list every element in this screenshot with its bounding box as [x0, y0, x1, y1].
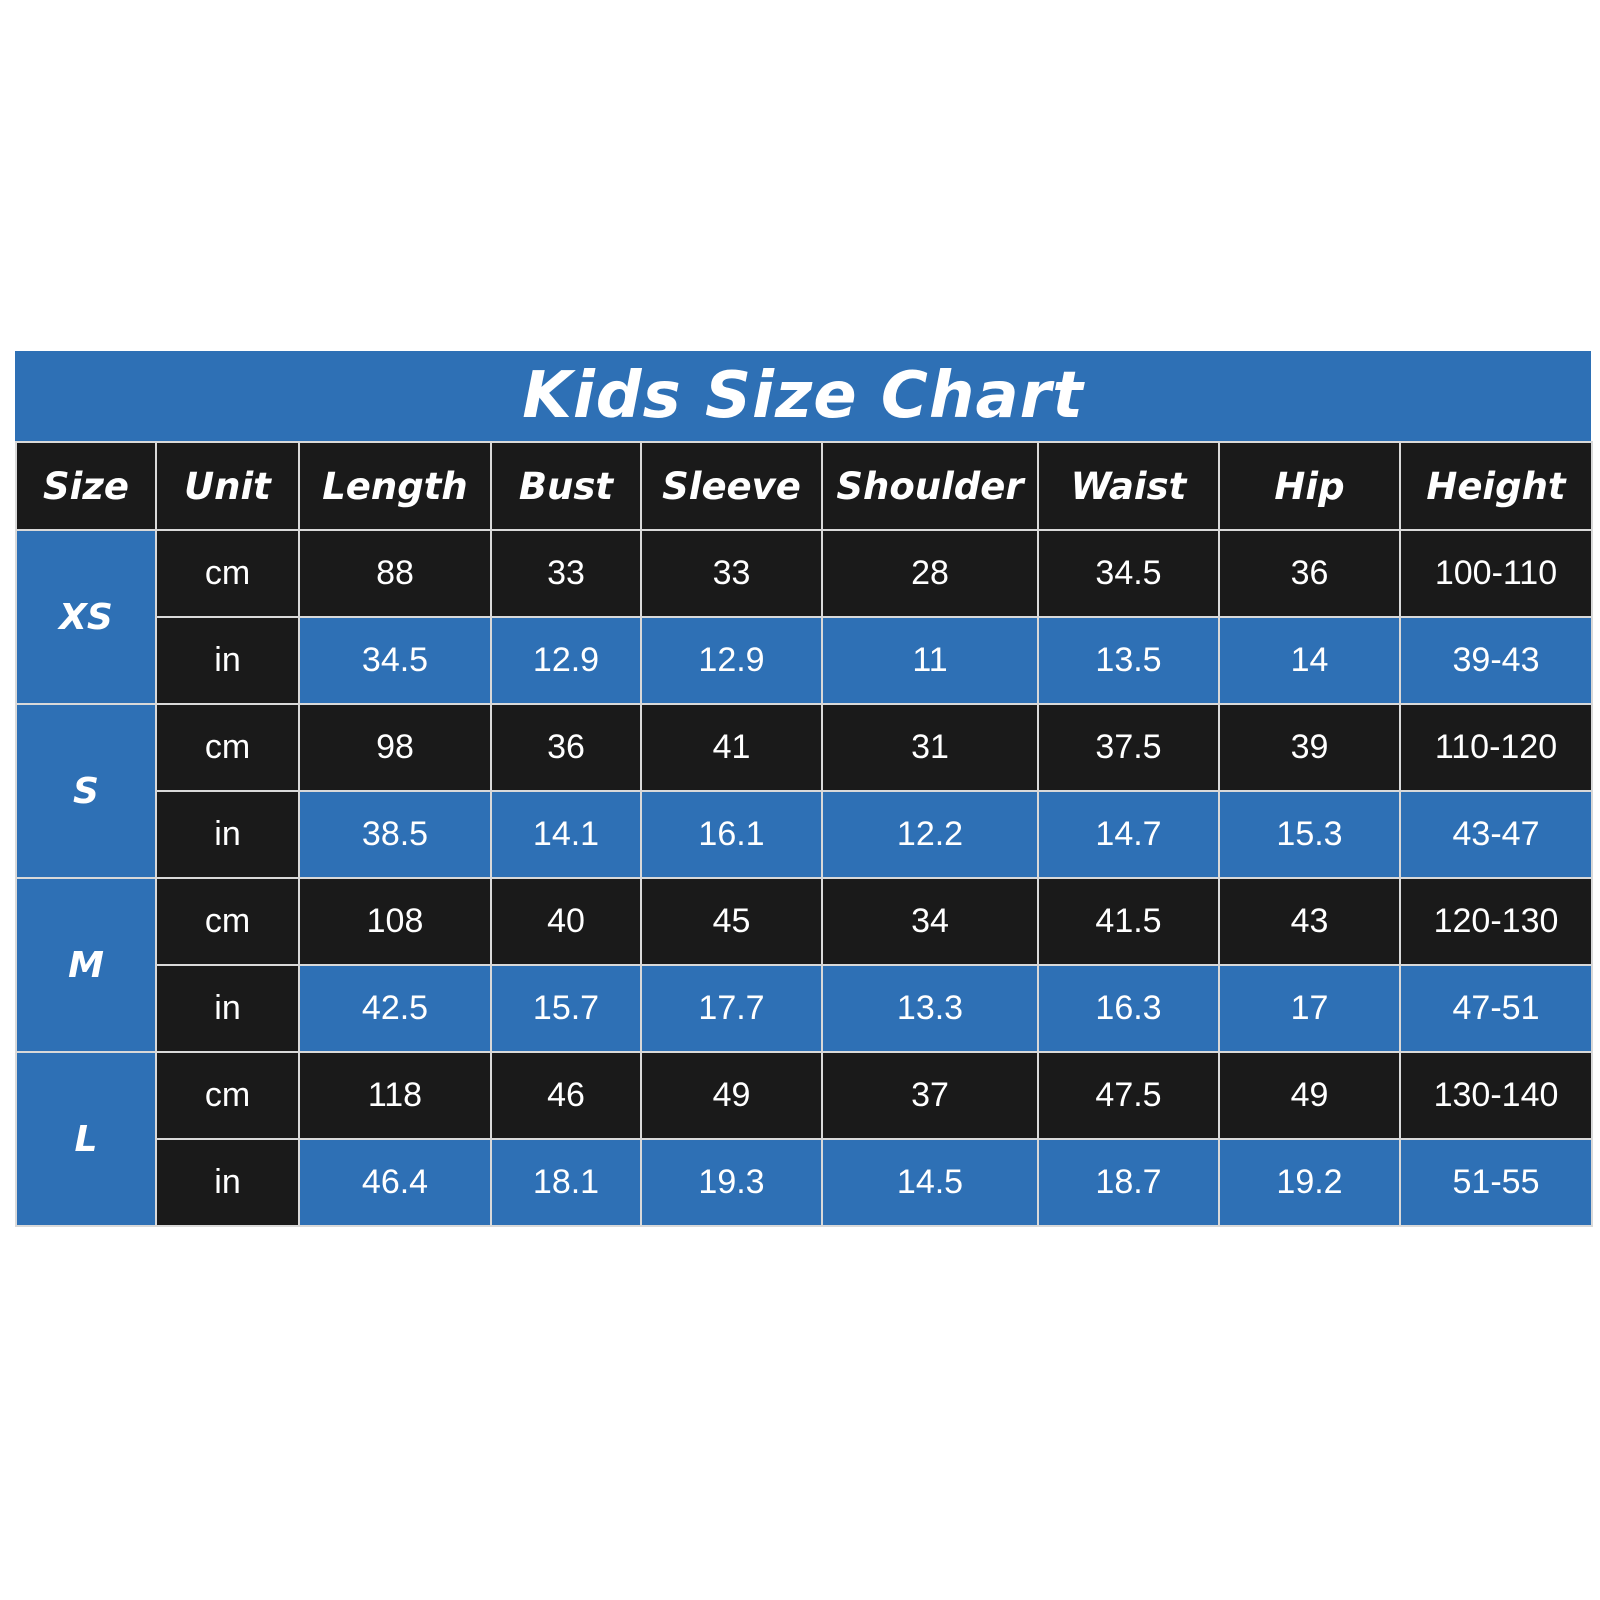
- waist-cell: 13.5: [1037, 616, 1220, 705]
- size-table: Size Unit Length Bust Sleeve Shoulder Wa…: [15, 441, 1593, 1227]
- table-row: in 34.5 12.9 12.9 11 13.5 14 39-43: [16, 616, 1593, 705]
- bust-cell: 40: [490, 877, 642, 966]
- table-row: in 42.5 15.7 17.7 13.3 16.3 17 47-51: [16, 964, 1593, 1053]
- table-row: in 46.4 18.1 19.3 14.5 18.7 19.2 51-55: [16, 1138, 1593, 1227]
- table-row: XS cm 88 33 33 28 34.5 36 100-110: [15, 529, 1593, 705]
- height-cell: 110-120: [1399, 703, 1593, 792]
- hip-cell: 19.2: [1218, 1138, 1401, 1227]
- height-cell: 100-110: [1399, 529, 1593, 618]
- unit-label: in: [155, 1138, 300, 1227]
- size-label: XS: [15, 529, 157, 705]
- sleeve-cell: 12.9: [640, 616, 823, 705]
- unit-label: cm: [155, 1051, 300, 1140]
- shoulder-cell: 13.3: [821, 964, 1039, 1053]
- height-cell: 51-55: [1399, 1138, 1593, 1227]
- length-cell: 88: [298, 529, 492, 618]
- height-cell: 47-51: [1399, 964, 1593, 1053]
- shoulder-cell: 28: [821, 529, 1039, 618]
- bust-cell: 12.9: [490, 616, 642, 705]
- height-cell: 43-47: [1399, 790, 1593, 879]
- shoulder-cell: 12.2: [821, 790, 1039, 879]
- length-cell: 34.5: [298, 616, 492, 705]
- column-header-unit: Unit: [155, 441, 300, 531]
- bust-cell: 46: [490, 1051, 642, 1140]
- waist-cell: 18.7: [1037, 1138, 1220, 1227]
- sleeve-cell: 17.7: [640, 964, 823, 1053]
- waist-cell: 14.7: [1037, 790, 1220, 879]
- height-cell: 130-140: [1399, 1051, 1593, 1140]
- bust-cell: 14.1: [490, 790, 642, 879]
- unit-label: in: [155, 790, 300, 879]
- hip-cell: 15.3: [1218, 790, 1401, 879]
- column-header-sleeve: Sleeve: [640, 441, 823, 531]
- sleeve-cell: 16.1: [640, 790, 823, 879]
- column-header-length: Length: [298, 441, 492, 531]
- waist-cell: 16.3: [1037, 964, 1220, 1053]
- hip-cell: 43: [1218, 877, 1401, 966]
- waist-cell: 47.5: [1037, 1051, 1220, 1140]
- sleeve-cell: 45: [640, 877, 823, 966]
- table-body: XS cm 88 33 33 28 34.5 36 100-110 in 34.…: [15, 529, 1593, 1227]
- unit-label: in: [155, 964, 300, 1053]
- column-header-size: Size: [15, 441, 157, 531]
- table-row: S cm 98 36 41 31 37.5 39 110-120: [15, 703, 1593, 879]
- shoulder-cell: 34: [821, 877, 1039, 966]
- unit-label: cm: [155, 877, 300, 966]
- hip-cell: 14: [1218, 616, 1401, 705]
- table-row: M cm 108 40 45 34 41.5 43 120-130: [15, 877, 1593, 1053]
- sleeve-cell: 49: [640, 1051, 823, 1140]
- size-label: L: [15, 1051, 157, 1227]
- length-cell: 38.5: [298, 790, 492, 879]
- hip-cell: 36: [1218, 529, 1401, 618]
- size-label: S: [15, 703, 157, 879]
- sleeve-cell: 41: [640, 703, 823, 792]
- table-header: Size Unit Length Bust Sleeve Shoulder Wa…: [15, 441, 1593, 531]
- bust-cell: 33: [490, 529, 642, 618]
- chart-title: Kids Size Chart: [15, 351, 1591, 441]
- length-cell: 118: [298, 1051, 492, 1140]
- size-label: M: [15, 877, 157, 1053]
- shoulder-cell: 11: [821, 616, 1039, 705]
- shoulder-cell: 14.5: [821, 1138, 1039, 1227]
- hip-cell: 49: [1218, 1051, 1401, 1140]
- header-row: Size Unit Length Bust Sleeve Shoulder Wa…: [15, 441, 1593, 531]
- bust-cell: 15.7: [490, 964, 642, 1053]
- sleeve-cell: 19.3: [640, 1138, 823, 1227]
- column-header-waist: Waist: [1037, 441, 1220, 531]
- waist-cell: 34.5: [1037, 529, 1220, 618]
- table-row: in 38.5 14.1 16.1 12.2 14.7 15.3 43-47: [16, 790, 1593, 879]
- length-cell: 46.4: [298, 1138, 492, 1227]
- waist-cell: 37.5: [1037, 703, 1220, 792]
- size-chart: Kids Size Chart Size Unit Length Bust Sl…: [15, 351, 1593, 1227]
- table-row: L cm 118 46 49 37 47.5 49 130-140: [15, 1051, 1593, 1227]
- column-header-height: Height: [1399, 441, 1593, 531]
- hip-cell: 17: [1218, 964, 1401, 1053]
- hip-cell: 39: [1218, 703, 1401, 792]
- unit-label: cm: [155, 703, 300, 792]
- bust-cell: 36: [490, 703, 642, 792]
- unit-label: in: [155, 616, 300, 705]
- height-cell: 39-43: [1399, 616, 1593, 705]
- bust-cell: 18.1: [490, 1138, 642, 1227]
- height-cell: 120-130: [1399, 877, 1593, 966]
- length-cell: 108: [298, 877, 492, 966]
- column-header-shoulder: Shoulder: [821, 441, 1039, 531]
- length-cell: 42.5: [298, 964, 492, 1053]
- column-header-bust: Bust: [490, 441, 642, 531]
- length-cell: 98: [298, 703, 492, 792]
- shoulder-cell: 31: [821, 703, 1039, 792]
- sleeve-cell: 33: [640, 529, 823, 618]
- shoulder-cell: 37: [821, 1051, 1039, 1140]
- waist-cell: 41.5: [1037, 877, 1220, 966]
- unit-label: cm: [155, 529, 300, 618]
- column-header-hip: Hip: [1218, 441, 1401, 531]
